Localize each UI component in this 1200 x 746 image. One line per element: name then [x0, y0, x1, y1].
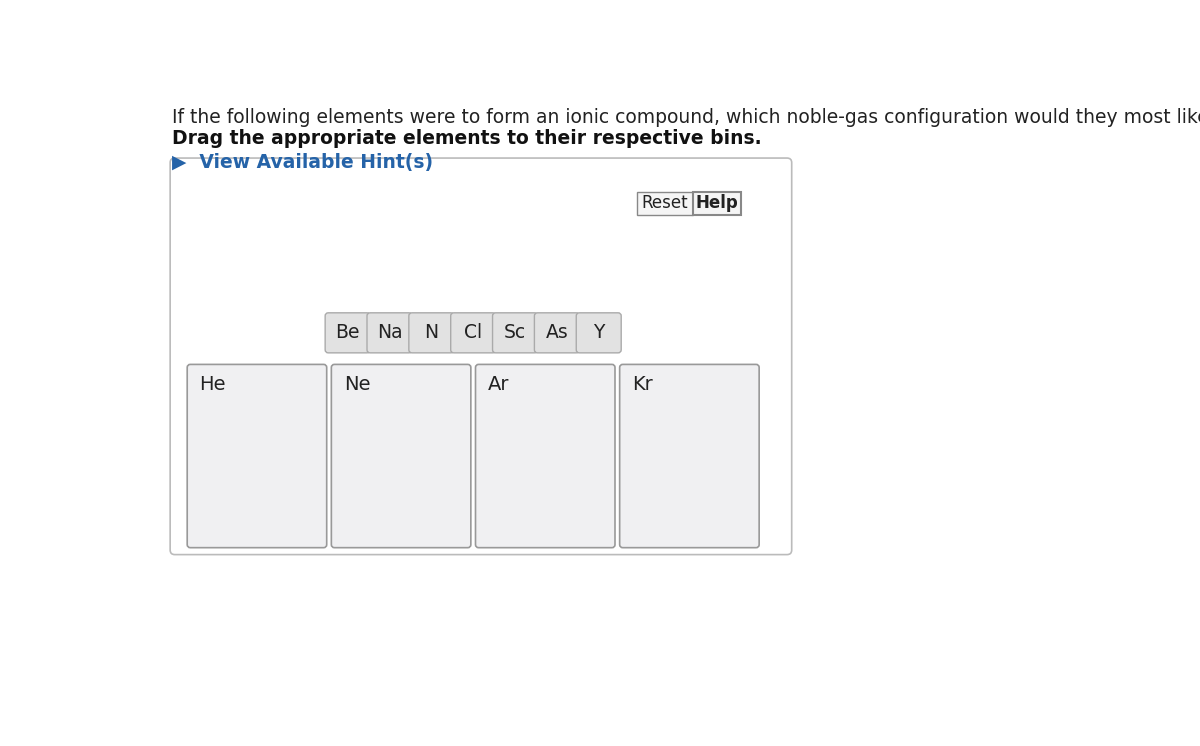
FancyBboxPatch shape — [170, 158, 792, 554]
FancyBboxPatch shape — [409, 313, 454, 353]
Text: ▶  View Available Hint(s): ▶ View Available Hint(s) — [172, 154, 433, 172]
Text: He: He — [199, 375, 226, 394]
Text: Drag the appropriate elements to their respective bins.: Drag the appropriate elements to their r… — [172, 129, 761, 148]
Text: N: N — [425, 323, 438, 342]
Text: Kr: Kr — [632, 375, 653, 394]
Text: Na: Na — [377, 323, 402, 342]
FancyBboxPatch shape — [331, 364, 470, 548]
FancyBboxPatch shape — [534, 313, 580, 353]
FancyBboxPatch shape — [637, 192, 692, 215]
FancyBboxPatch shape — [694, 192, 742, 215]
Text: Cl: Cl — [464, 323, 482, 342]
Text: Be: Be — [335, 323, 360, 342]
FancyBboxPatch shape — [475, 364, 616, 548]
FancyBboxPatch shape — [187, 364, 326, 548]
Text: Sc: Sc — [504, 323, 526, 342]
Text: If the following elements were to form an ionic compound, which noble-gas config: If the following elements were to form a… — [172, 108, 1200, 127]
FancyBboxPatch shape — [576, 313, 622, 353]
Text: Y: Y — [593, 323, 605, 342]
FancyBboxPatch shape — [325, 313, 370, 353]
Text: Help: Help — [696, 195, 739, 213]
Text: Reset: Reset — [641, 195, 688, 213]
FancyBboxPatch shape — [451, 313, 496, 353]
Text: Ar: Ar — [488, 375, 510, 394]
FancyBboxPatch shape — [367, 313, 412, 353]
FancyBboxPatch shape — [492, 313, 538, 353]
FancyBboxPatch shape — [619, 364, 760, 548]
Text: As: As — [546, 323, 569, 342]
Text: Ne: Ne — [343, 375, 371, 394]
